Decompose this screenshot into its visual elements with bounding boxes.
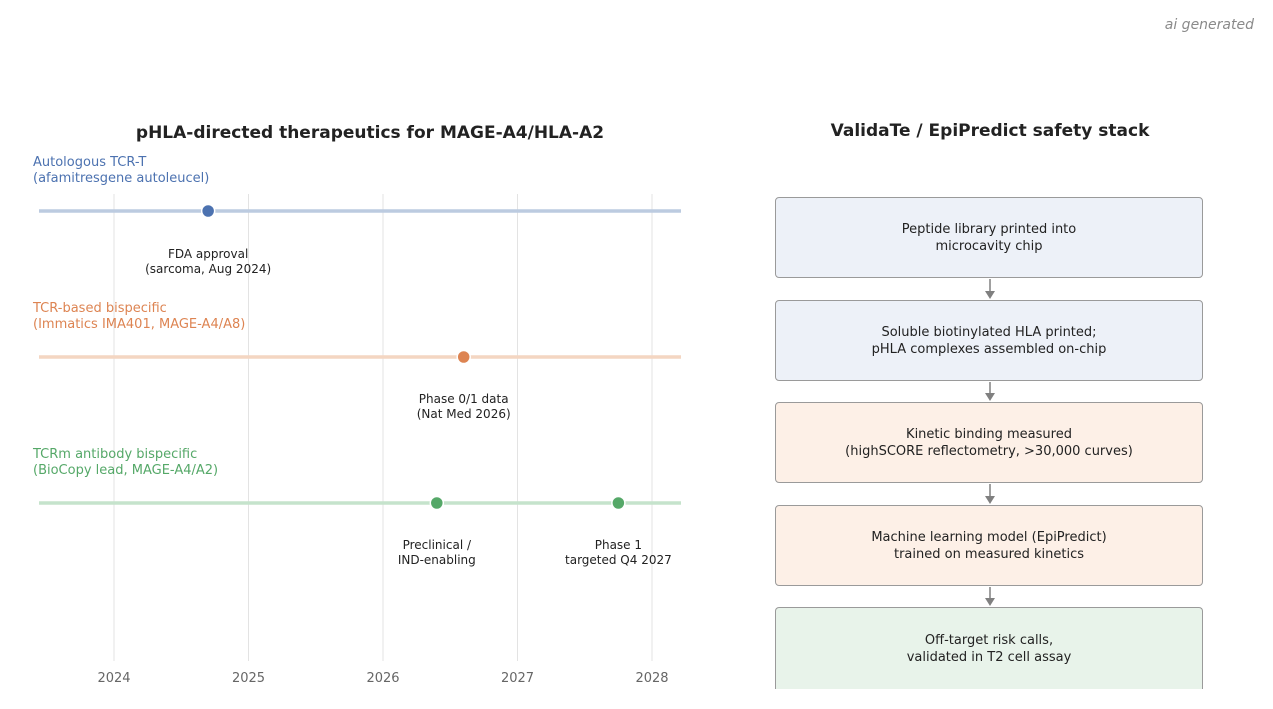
milestone-label-preclinical: Preclinical / IND-enabling [397,538,476,567]
track-label-tcr-t: Autologous TCR-T (afamitresgene autoleuc… [33,155,210,186]
step-kinetic-binding: Kinetic binding measured (highSCORE refl… [775,402,1203,483]
track-label-tcrm-antibody: TCRm antibody bispecific (BioCopy lead, … [33,447,219,478]
step-peptide-library: Peptide library printed into microcavity… [775,197,1203,278]
timeline-chart [39,194,681,661]
flow-arrow-head-2 [985,496,995,504]
milestone-dots [200,203,626,511]
safety-stack-title: ValidaTe / EpiPredict safety stack [830,121,1150,141]
year-gridlines [113,194,653,661]
ai-generated-watermark: ai generated [1164,17,1254,33]
milestone-dot-2-0 [429,495,445,511]
axis-label-2026: 2026 [366,671,400,686]
milestone-dot-2-1 [611,495,626,511]
axis-label-2028: 2028 [635,671,669,686]
step-hla-printing: Soluble biotinylated HLA printed; pHLA c… [775,300,1203,381]
axis-label-2024: 2024 [97,671,131,686]
axis-label-2025: 2025 [231,671,266,686]
milestone-label-phase01-data: Phase 0/1 data (Nat Med 2026) [416,392,511,421]
timeline-panel-title: pHLA-directed therapeutics for MAGE-A4/H… [135,123,605,143]
milestone-dot-0-0 [200,203,216,219]
milestone-label-phase1: Phase 1 targeted Q4 2027 [565,538,672,567]
milestone-dot-1-0 [456,349,471,365]
step-ml-model: Machine learning model (EpiPredict) trai… [775,505,1203,586]
step-off-target-risk: Off-target risk calls, validated in T2 c… [775,607,1203,689]
track-lines [39,209,681,505]
flow-arrow-head-0 [985,291,995,299]
milestone-label-fda-approval: FDA approval (sarcoma, Aug 2024) [145,247,272,276]
axis-label-2027: 2027 [500,671,535,686]
flow-arrow-head-3 [985,598,995,606]
flow-arrow-head-1 [985,393,995,401]
track-label-tcr-bispecific: TCR-based bispecific (Immatics IMA401, M… [33,301,246,332]
